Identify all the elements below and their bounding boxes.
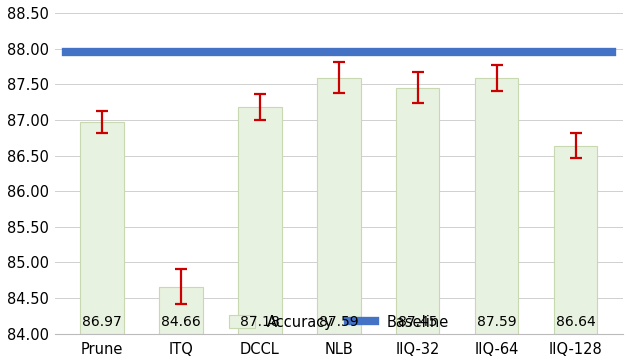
Bar [80, 122, 123, 334]
Bar [554, 146, 597, 334]
Bar [396, 88, 440, 334]
Text: 84.66: 84.66 [161, 316, 201, 329]
Bar [238, 107, 282, 334]
Text: 87.18: 87.18 [240, 316, 280, 329]
Bar [159, 287, 203, 334]
Bar [475, 78, 518, 334]
Text: 86.64: 86.64 [556, 316, 595, 329]
Text: 86.97: 86.97 [82, 316, 122, 329]
Bar [317, 78, 360, 334]
Text: 87.59: 87.59 [477, 316, 517, 329]
Text: 87.45: 87.45 [398, 316, 438, 329]
Text: 87.59: 87.59 [319, 316, 358, 329]
Legend: Accuracy, Baseline: Accuracy, Baseline [229, 314, 449, 330]
